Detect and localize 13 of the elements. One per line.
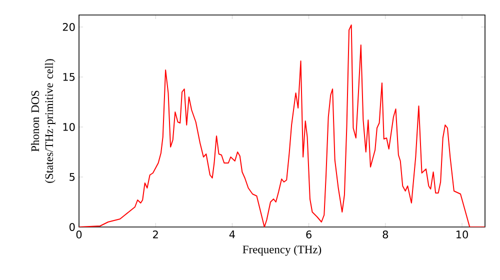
x-tick-label: 0 xyxy=(76,230,82,238)
y-tick-label: 15 xyxy=(63,73,75,81)
y-tick-label: 5 xyxy=(70,173,75,181)
y-axis-title: Phonon DOS (States/THz·primitive cell) xyxy=(30,59,56,183)
x-tick-label: 6 xyxy=(306,230,312,238)
y-tick-label: 10 xyxy=(63,123,75,131)
x-tick-label: 10 xyxy=(456,230,468,238)
x-tick-label: 4 xyxy=(229,230,235,238)
y-tick-label: 20 xyxy=(62,23,75,31)
x-axis-title: Frequency (THz) xyxy=(242,245,322,256)
y-tick-label: 0 xyxy=(70,223,75,231)
x-tick-label: 8 xyxy=(382,230,388,238)
x-tick-label: 2 xyxy=(153,230,158,238)
